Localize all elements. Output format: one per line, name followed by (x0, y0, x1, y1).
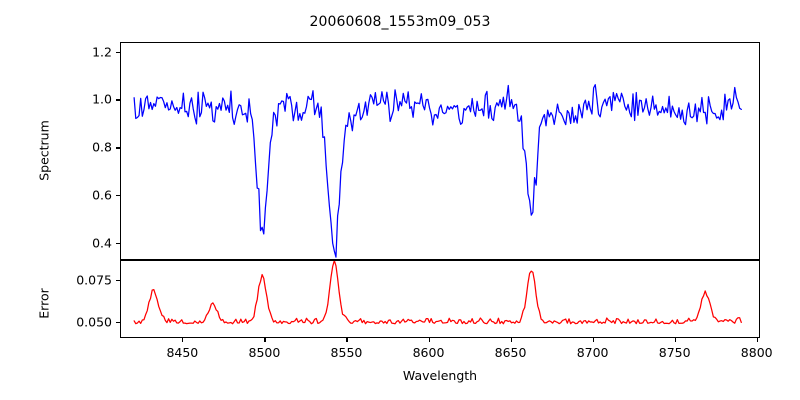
x-tick-mark (346, 338, 348, 342)
x-tick-label: 8600 (412, 345, 445, 360)
y-tick-label: 0.8 (92, 139, 112, 155)
x-tick-mark (592, 338, 594, 342)
x-tick-mark (756, 338, 758, 342)
x-axis-label: Wavelength (402, 368, 478, 383)
x-tick-label: 8650 (494, 345, 527, 360)
y-tick-label: 0.6 (92, 187, 112, 203)
data-series-line (133, 84, 742, 258)
error-line-plot (133, 261, 742, 325)
y-tick-mark (116, 195, 120, 197)
y-tick-label: 0.050 (76, 314, 112, 330)
y-axis-label-spectrum: Spectrum (36, 120, 52, 181)
x-tick-label: 8500 (248, 345, 281, 360)
y-tick-mark (116, 279, 120, 281)
x-tick-mark (510, 338, 512, 342)
x-tick-mark (264, 338, 266, 342)
x-tick-label: 8450 (166, 345, 199, 360)
y-axis-label-error: Error (36, 288, 52, 319)
x-tick-label: 8550 (330, 345, 363, 360)
spectrum-line-plot (133, 84, 742, 258)
y-tick-mark (116, 243, 120, 245)
y-tick-label: 0.4 (92, 235, 112, 251)
y-tick-label: 1.0 (92, 91, 112, 107)
page-title: 20060608_1553m09_053 (309, 14, 491, 30)
x-tick-label: 8750 (658, 345, 691, 360)
x-tick-mark (182, 338, 184, 342)
data-series-line (133, 261, 742, 325)
y-tick-mark (116, 99, 120, 101)
x-tick-label: 8800 (740, 345, 773, 360)
y-tick-mark (116, 147, 120, 149)
y-tick-mark (116, 321, 120, 323)
y-tick-label: 1.2 (92, 44, 112, 60)
y-tick-label: 0.075 (76, 272, 112, 287)
spectrum-panel (120, 42, 760, 260)
x-tick-mark (428, 338, 430, 342)
x-tick-mark (674, 338, 676, 342)
y-tick-mark (116, 51, 120, 53)
x-tick-label: 8700 (576, 345, 609, 360)
error-panel (120, 260, 760, 338)
